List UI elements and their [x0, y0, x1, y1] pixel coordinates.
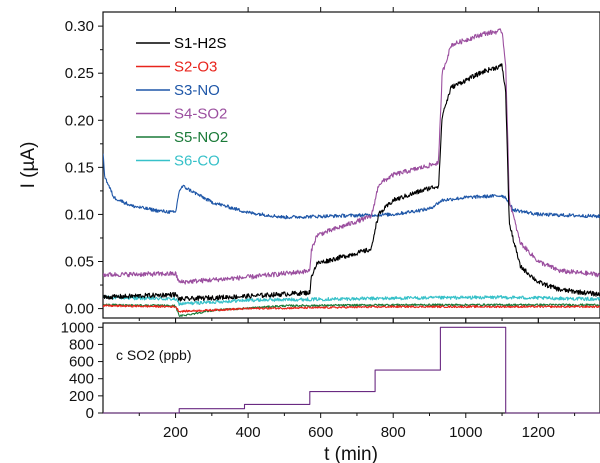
concentration-step-line — [103, 326, 600, 414]
legend-label-s3-no: S3-NO — [174, 82, 220, 99]
conc-y-tick-label: 800 — [69, 336, 94, 353]
legend-label-s5-no2: S5-NO2 — [174, 129, 228, 146]
current-panel: 0.00 0.05 0.10 0.15 0.20 0.25 0.30 I (µA) S1-H… — [18, 11, 600, 319]
y-tick-label: 0.20 — [65, 112, 94, 129]
conc-y-tick-label: 600 — [69, 354, 94, 371]
x-tick-label: 400 — [236, 424, 261, 441]
legend-background — [130, 30, 250, 170]
series-line-s5-no2 — [103, 303, 600, 318]
current-series-group — [103, 28, 600, 318]
legend-label-s1-h2s: S1-H2S — [174, 35, 227, 52]
x-tick-label: 1200 — [522, 424, 555, 441]
series-line-s1-h2s — [103, 63, 600, 302]
conc-y-tick-label: 400 — [69, 371, 94, 388]
x-tick-label: 600 — [308, 424, 333, 441]
conc-y-tick-label: 0 — [86, 405, 94, 422]
legend-label-s4-so2: S4-SO2 — [174, 106, 227, 123]
concentration-series-group — [103, 326, 600, 414]
conc-y-tick-label: 1000 — [61, 319, 94, 336]
y-tick-label: 0.15 — [65, 159, 94, 176]
series-line-s4-so2 — [103, 28, 600, 285]
concentration-plot-frame — [102, 322, 600, 414]
y-axis-title: I (µA) — [18, 142, 39, 189]
x-axis-title: t (min) — [324, 444, 378, 463]
y-tick-label: 0.05 — [65, 254, 94, 271]
series-line-s3-no — [103, 153, 600, 220]
x-tick-label: 800 — [381, 424, 406, 441]
y-tick-label: 0.00 — [65, 301, 94, 318]
y-tick-label: 0.25 — [65, 65, 94, 82]
x-tick-label: 200 — [163, 424, 188, 441]
legend-label-s6-co: S6-CO — [174, 153, 220, 170]
concentration-annotation: c SO2 (ppb) — [116, 347, 191, 363]
conc-y-tick-label: 200 — [69, 388, 94, 405]
series-line-s6-co — [103, 295, 600, 307]
current-y-ticks: 0.00 0.05 0.10 0.15 0.20 0.25 0.30 — [65, 18, 103, 318]
current-plot-frame — [102, 11, 600, 319]
x-tick-label: 1000 — [449, 424, 482, 441]
legend-label-s2-o3: S2-O3 — [174, 59, 217, 76]
y-tick-label: 0.10 — [65, 206, 94, 223]
x-ticks: 200 400 600 800 1000 1200 — [138, 7, 576, 441]
y-tick-label: 0.30 — [65, 18, 94, 35]
legend: S1-H2S S2-O3 S3-NO S4-SO2 S5-NO2 S6-CO — [130, 30, 250, 170]
series-line-s2-o3 — [103, 304, 600, 313]
